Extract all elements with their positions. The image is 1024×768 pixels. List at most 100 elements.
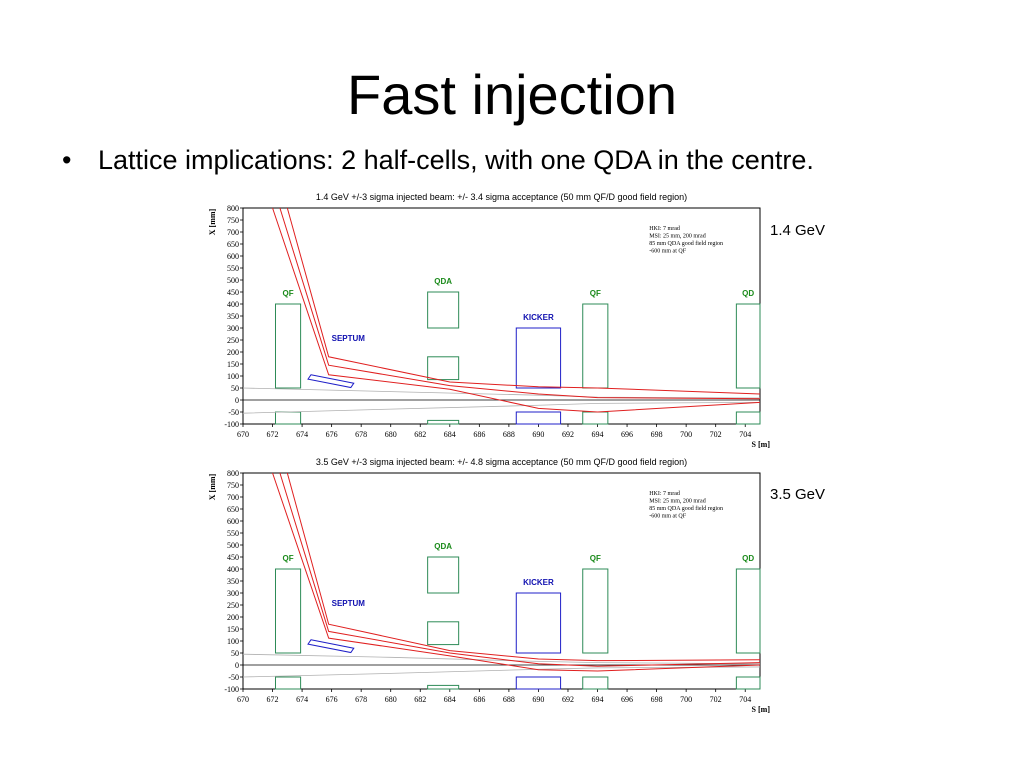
x-tick-label: 682 xyxy=(414,430,426,439)
beam-trajectory xyxy=(286,207,761,395)
beam-trajectory xyxy=(279,207,761,400)
y-tick-label: 750 xyxy=(227,216,239,225)
element-box xyxy=(427,556,460,594)
y-tick-label: 350 xyxy=(227,312,239,321)
y-tick-label: 500 xyxy=(227,541,239,550)
annotation-line: MSI: 25 mm, 200 mrad xyxy=(649,499,706,505)
y-tick-label: 350 xyxy=(227,577,239,586)
x-tick-label: 700 xyxy=(680,430,692,439)
x-tick-label: 698 xyxy=(651,430,663,439)
element-label: QF xyxy=(282,289,293,298)
energy-label-2: 3.5 GeV xyxy=(770,486,826,503)
element-box xyxy=(735,303,761,389)
x-axis-label: S [m] xyxy=(752,440,771,449)
element-box xyxy=(427,684,460,690)
septum-shape xyxy=(307,374,355,389)
x-tick-label: 670 xyxy=(237,430,249,439)
y-tick-label: 250 xyxy=(227,601,239,610)
y-tick-label: 450 xyxy=(227,288,239,297)
x-tick-label: 686 xyxy=(473,695,485,704)
y-axis-label: X [mm] xyxy=(208,473,217,500)
y-tick-label: 700 xyxy=(227,228,239,237)
y-tick-label: 750 xyxy=(227,481,239,490)
plot-title: 3.5 GeV +/-3 sigma injected beam: +/- 4.… xyxy=(316,457,687,467)
x-tick-label: 692 xyxy=(562,695,574,704)
element-box xyxy=(735,676,761,690)
x-tick-label: 672 xyxy=(267,430,279,439)
envelope-line xyxy=(242,666,761,678)
y-tick-label: 650 xyxy=(227,240,239,249)
x-tick-label: 688 xyxy=(503,430,515,439)
x-tick-label: 694 xyxy=(592,695,604,704)
slide-title: Fast injection xyxy=(347,63,677,126)
element-box xyxy=(274,676,302,690)
y-tick-label: 800 xyxy=(227,469,239,478)
x-tick-label: 674 xyxy=(296,695,308,704)
y-tick-label: 250 xyxy=(227,336,239,345)
x-tick-label: 670 xyxy=(237,695,249,704)
y-tick-label: 600 xyxy=(227,252,239,261)
beam-trajectory xyxy=(286,472,761,662)
element-label: QF xyxy=(282,554,293,563)
x-tick-label: 674 xyxy=(296,430,308,439)
x-tick-label: 696 xyxy=(621,695,633,704)
energy-label-1: 1.4 GeV xyxy=(770,222,826,239)
annotation-line: 85 mm QDA good field region xyxy=(649,505,723,512)
element-box xyxy=(274,303,302,389)
beam-trajectory xyxy=(272,207,761,413)
annotation-line: 85 mm QDA good field region xyxy=(649,240,723,247)
x-tick-label: 702 xyxy=(710,695,722,704)
element-box xyxy=(582,676,609,690)
septum-shape xyxy=(307,639,355,654)
element-box xyxy=(735,411,761,425)
annotation-line: HKI: 7 mrad xyxy=(649,491,680,497)
x-tick-label: 680 xyxy=(385,695,397,704)
y-tick-label: 100 xyxy=(227,372,239,381)
x-tick-label: 684 xyxy=(444,430,456,439)
y-tick-label: 0 xyxy=(235,661,239,670)
bullet-item: • Lattice implications: 2 half-cells, wit… xyxy=(62,145,814,176)
y-tick-label: 100 xyxy=(227,637,239,646)
beam-trajectory xyxy=(272,472,761,672)
bullet-marker: • xyxy=(62,145,72,175)
element-box xyxy=(515,327,562,389)
y-tick-label: 450 xyxy=(227,553,239,562)
y-tick-label: 500 xyxy=(227,276,239,285)
element-box xyxy=(515,411,562,425)
y-tick-label: -50 xyxy=(228,673,239,682)
x-tick-label: 692 xyxy=(562,430,574,439)
y-tick-label: 550 xyxy=(227,264,239,273)
x-tick-label: 680 xyxy=(385,430,397,439)
y-tick-label: -100 xyxy=(224,685,239,694)
element-box xyxy=(427,291,460,329)
septum-label: SEPTUM xyxy=(332,334,366,343)
element-box xyxy=(427,356,460,381)
y-tick-label: 200 xyxy=(227,613,239,622)
y-tick-label: 400 xyxy=(227,565,239,574)
element-label: KICKER xyxy=(523,313,554,322)
envelope-line xyxy=(242,402,761,414)
septum-label: SEPTUM xyxy=(332,599,366,608)
x-tick-label: 676 xyxy=(326,695,338,704)
plot-title: 1.4 GeV +/-3 sigma injected beam: +/- 3.… xyxy=(316,192,687,202)
x-tick-label: 702 xyxy=(710,430,722,439)
plot-group: 1.4 GeV +/-3 sigma injected beam: +/- 3.… xyxy=(208,192,770,449)
x-tick-label: 684 xyxy=(444,695,456,704)
annotation-line: MSI: 25 mm, 200 mrad xyxy=(649,234,706,240)
y-tick-label: 800 xyxy=(227,204,239,213)
envelope-line xyxy=(242,653,761,665)
element-label: QF xyxy=(590,554,601,563)
element-box xyxy=(515,592,562,654)
element-box xyxy=(427,621,460,646)
element-label: QF xyxy=(590,289,601,298)
x-tick-label: 678 xyxy=(355,695,367,704)
annotation-line: HKI: 7 mrad xyxy=(649,226,680,232)
x-tick-label: 690 xyxy=(532,430,544,439)
x-tick-label: 700 xyxy=(680,695,692,704)
y-tick-label: 300 xyxy=(227,324,239,333)
x-tick-label: 672 xyxy=(267,695,279,704)
element-box xyxy=(582,568,609,654)
element-label: QDA xyxy=(434,277,452,286)
